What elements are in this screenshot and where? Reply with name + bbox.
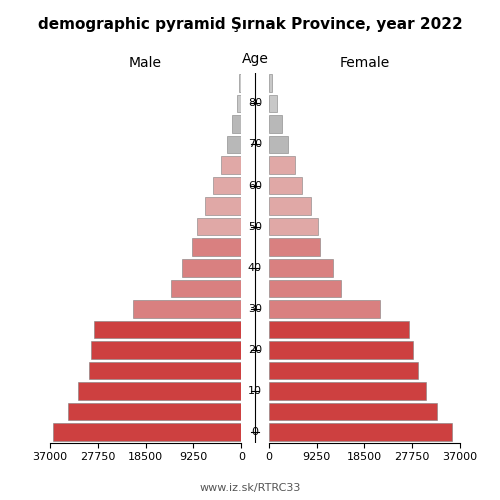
Bar [269,300,380,318]
Text: 20: 20 [248,345,262,355]
Text: 70: 70 [248,140,262,149]
Bar [269,136,288,153]
Text: 10: 10 [248,386,262,396]
Bar [240,74,242,92]
Bar [269,115,281,132]
Bar [68,403,242,420]
Text: 0: 0 [252,427,258,437]
Title: Female: Female [339,56,390,70]
Bar [232,115,241,132]
Text: demographic pyramid Şırnak Province, year 2022: demographic pyramid Şırnak Province, yea… [38,18,463,32]
Bar [269,342,414,358]
Bar [132,300,242,318]
Text: 40: 40 [248,263,262,273]
Bar [192,238,242,256]
Bar [236,94,242,112]
Bar [213,177,242,194]
Bar [89,362,242,380]
Bar [269,218,318,236]
Bar [269,198,311,215]
Bar [269,74,272,92]
Bar [269,177,302,194]
Text: 80: 80 [248,98,262,108]
Bar [220,156,242,174]
Bar [269,424,452,441]
Bar [198,218,242,236]
Bar [269,238,320,256]
Bar [227,136,242,153]
Text: 50: 50 [248,222,262,232]
Bar [78,382,241,400]
Bar [269,382,426,400]
Bar [205,198,242,215]
Bar [94,320,242,338]
Title: Male: Male [129,56,162,70]
Bar [269,259,334,276]
Bar [172,280,242,297]
Text: www.iz.sk/RTRC33: www.iz.sk/RTRC33 [200,482,300,492]
Text: 30: 30 [248,304,262,314]
Bar [269,320,410,338]
Bar [269,403,436,420]
Bar [269,280,341,297]
Bar [182,259,242,276]
Text: 60: 60 [248,180,262,190]
Bar [269,156,294,174]
Bar [92,342,242,358]
Bar [52,424,242,441]
Bar [269,94,276,112]
Bar [269,362,418,380]
Text: Age: Age [242,52,268,66]
